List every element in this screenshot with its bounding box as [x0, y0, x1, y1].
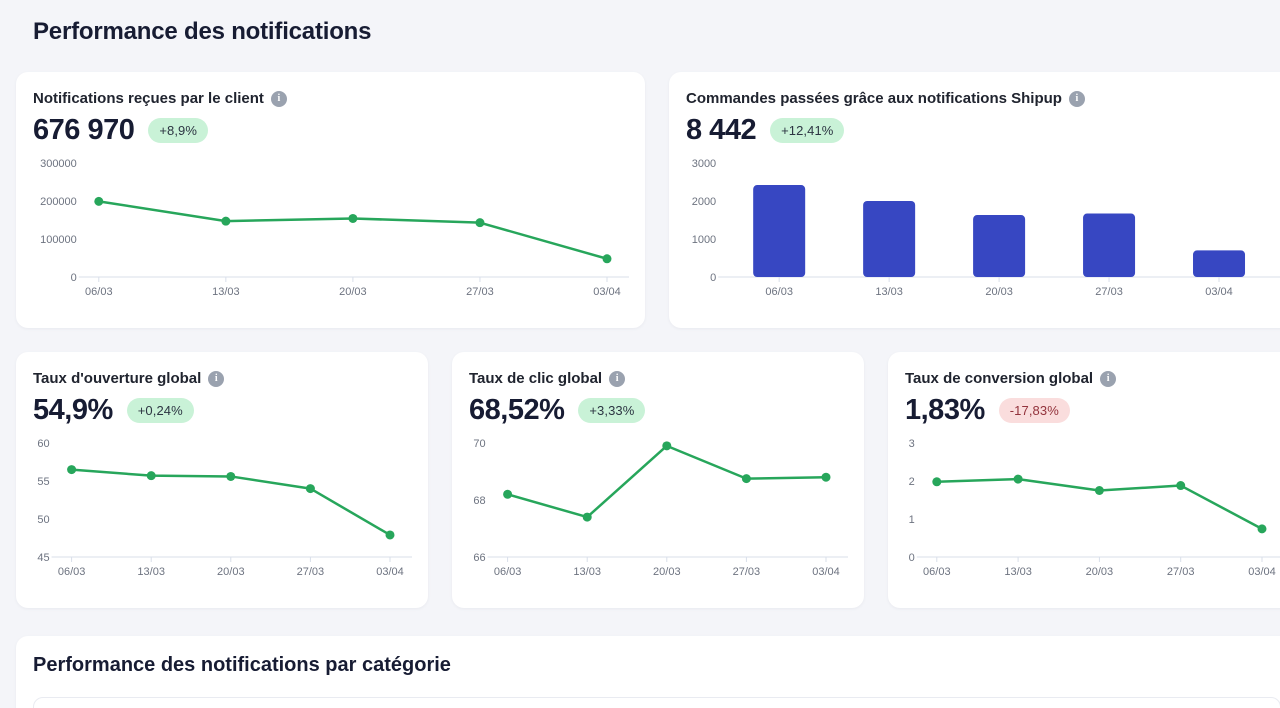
notifications-line-chart[interactable]: 0 100000 200000 300000 06/03 13/03 20/03 27/03 0…: [32, 151, 629, 303]
svg-text:06/03: 06/03: [85, 286, 113, 298]
svg-text:27/03: 27/03: [1095, 286, 1123, 298]
svg-text:20/03: 20/03: [339, 286, 367, 298]
card-conversion-rate: Taux de conversion global i 1,83% -17,83…: [888, 352, 1280, 608]
category-performance-section: Performance des notifications par catégo…: [16, 636, 1280, 708]
kpi-value: 8 442: [686, 114, 757, 146]
click-rate-line-chart[interactable]: 66 68 70 06/03 13/03 20/03 27/03 03/04: [468, 431, 848, 583]
card-header: Taux de clic global i: [469, 370, 848, 387]
kpi: 8 442 +12,41%: [686, 114, 1280, 147]
svg-text:100000: 100000: [40, 234, 77, 246]
info-icon[interactable]: i: [270, 90, 287, 107]
kpi: 68,52% +3,33%: [469, 394, 848, 427]
card-title: Notifications reçues par le client: [33, 90, 264, 107]
delta-badge: +8,9%: [148, 118, 209, 143]
svg-text:20/03: 20/03: [985, 286, 1013, 298]
svg-text:13/03: 13/03: [875, 286, 903, 298]
card-header: Notifications reçues par le client i: [33, 90, 629, 107]
svg-text:50: 50: [37, 514, 49, 526]
svg-text:68: 68: [473, 495, 485, 507]
card-title: Taux de clic global: [469, 370, 603, 387]
info-icon[interactable]: i: [609, 370, 626, 387]
svg-text:3000: 3000: [692, 158, 716, 170]
kpi-value: 54,9%: [33, 394, 113, 426]
svg-text:0: 0: [710, 272, 716, 284]
svg-text:20/03: 20/03: [1086, 566, 1114, 578]
card-title: Taux d'ouverture global: [33, 370, 202, 387]
svg-text:06/03: 06/03: [58, 566, 86, 578]
card-header: Commandes passées grâce aux notification…: [686, 90, 1280, 107]
kpi-row-bottom: Taux d'ouverture global i 54,9% +0,24% 4…: [16, 352, 1280, 608]
card-header: Taux de conversion global i: [905, 370, 1280, 387]
kpi-value: 676 970: [33, 114, 135, 146]
card-title: Commandes passées grâce aux notification…: [686, 90, 1062, 107]
svg-text:55: 55: [37, 476, 49, 488]
open-rate-line-chart[interactable]: 45 50 55 60 06/03 13/03 20/03 27/03 03/04: [32, 431, 412, 583]
kpi-value: 1,83%: [905, 394, 985, 426]
svg-text:13/03: 13/03: [1004, 566, 1032, 578]
delta-badge: +0,24%: [126, 398, 194, 423]
svg-text:13/03: 13/03: [212, 286, 240, 298]
card-open-rate: Taux d'ouverture global i 54,9% +0,24% 4…: [16, 352, 428, 608]
info-icon[interactable]: i: [1068, 90, 1085, 107]
svg-text:20/03: 20/03: [217, 566, 245, 578]
svg-text:45: 45: [37, 552, 49, 564]
svg-text:03/04: 03/04: [593, 286, 621, 298]
svg-text:03/04: 03/04: [1248, 566, 1276, 578]
svg-text:03/04: 03/04: [812, 566, 840, 578]
svg-text:300000: 300000: [40, 158, 77, 170]
kpi-value: 68,52%: [469, 394, 565, 426]
kpi-row-top: Notifications reçues par le client i 676…: [16, 72, 1280, 328]
info-icon[interactable]: i: [208, 370, 225, 387]
svg-text:2000: 2000: [692, 196, 716, 208]
conversion-rate-line-chart[interactable]: 0 1 2 3 06/03 13/03 20/03 27/03 03/04: [904, 431, 1280, 583]
svg-text:70: 70: [473, 438, 485, 450]
section-title: Performance des notifications par catégo…: [33, 654, 451, 676]
card-title: Taux de conversion global: [905, 370, 1094, 387]
svg-text:66: 66: [473, 552, 485, 564]
orders-bar-chart[interactable]: 0 1000 2000 3000 06/03 13/03 20/03 27/03 03/04: [685, 151, 1280, 303]
info-icon[interactable]: i: [1100, 370, 1117, 387]
card-click-rate: Taux de clic global i 68,52% +3,33% 66 68…: [452, 352, 864, 608]
svg-text:13/03: 13/03: [137, 566, 165, 578]
svg-text:3: 3: [909, 438, 915, 450]
delta-badge: +12,41%: [770, 118, 845, 143]
svg-text:06/03: 06/03: [765, 286, 793, 298]
svg-text:0: 0: [909, 552, 915, 564]
page-title: Performance des notifications: [33, 18, 372, 45]
svg-text:27/03: 27/03: [1167, 566, 1195, 578]
svg-text:06/03: 06/03: [923, 566, 951, 578]
category-table-panel: [33, 697, 1280, 708]
kpi: 1,83% -17,83%: [905, 394, 1280, 427]
svg-text:1: 1: [909, 514, 915, 526]
delta-badge: +3,33%: [578, 398, 646, 423]
svg-text:06/03: 06/03: [494, 566, 522, 578]
card-header: Taux d'ouverture global i: [33, 370, 412, 387]
svg-text:0: 0: [71, 272, 77, 284]
delta-badge: -17,83%: [998, 398, 1070, 423]
svg-text:27/03: 27/03: [466, 286, 494, 298]
svg-text:1000: 1000: [692, 234, 716, 246]
card-orders-shipup: Commandes passées grâce aux notification…: [669, 72, 1280, 328]
kpi: 54,9% +0,24%: [33, 394, 412, 427]
card-notifications-received: Notifications reçues par le client i 676…: [16, 72, 645, 328]
svg-text:200000: 200000: [40, 196, 77, 208]
kpi: 676 970 +8,9%: [33, 114, 629, 147]
svg-text:20/03: 20/03: [653, 566, 681, 578]
svg-text:2: 2: [909, 476, 915, 488]
svg-text:13/03: 13/03: [573, 566, 601, 578]
svg-text:27/03: 27/03: [733, 566, 761, 578]
svg-text:60: 60: [37, 438, 49, 450]
svg-text:03/04: 03/04: [376, 566, 404, 578]
svg-text:27/03: 27/03: [297, 566, 325, 578]
svg-text:03/04: 03/04: [1205, 286, 1233, 298]
